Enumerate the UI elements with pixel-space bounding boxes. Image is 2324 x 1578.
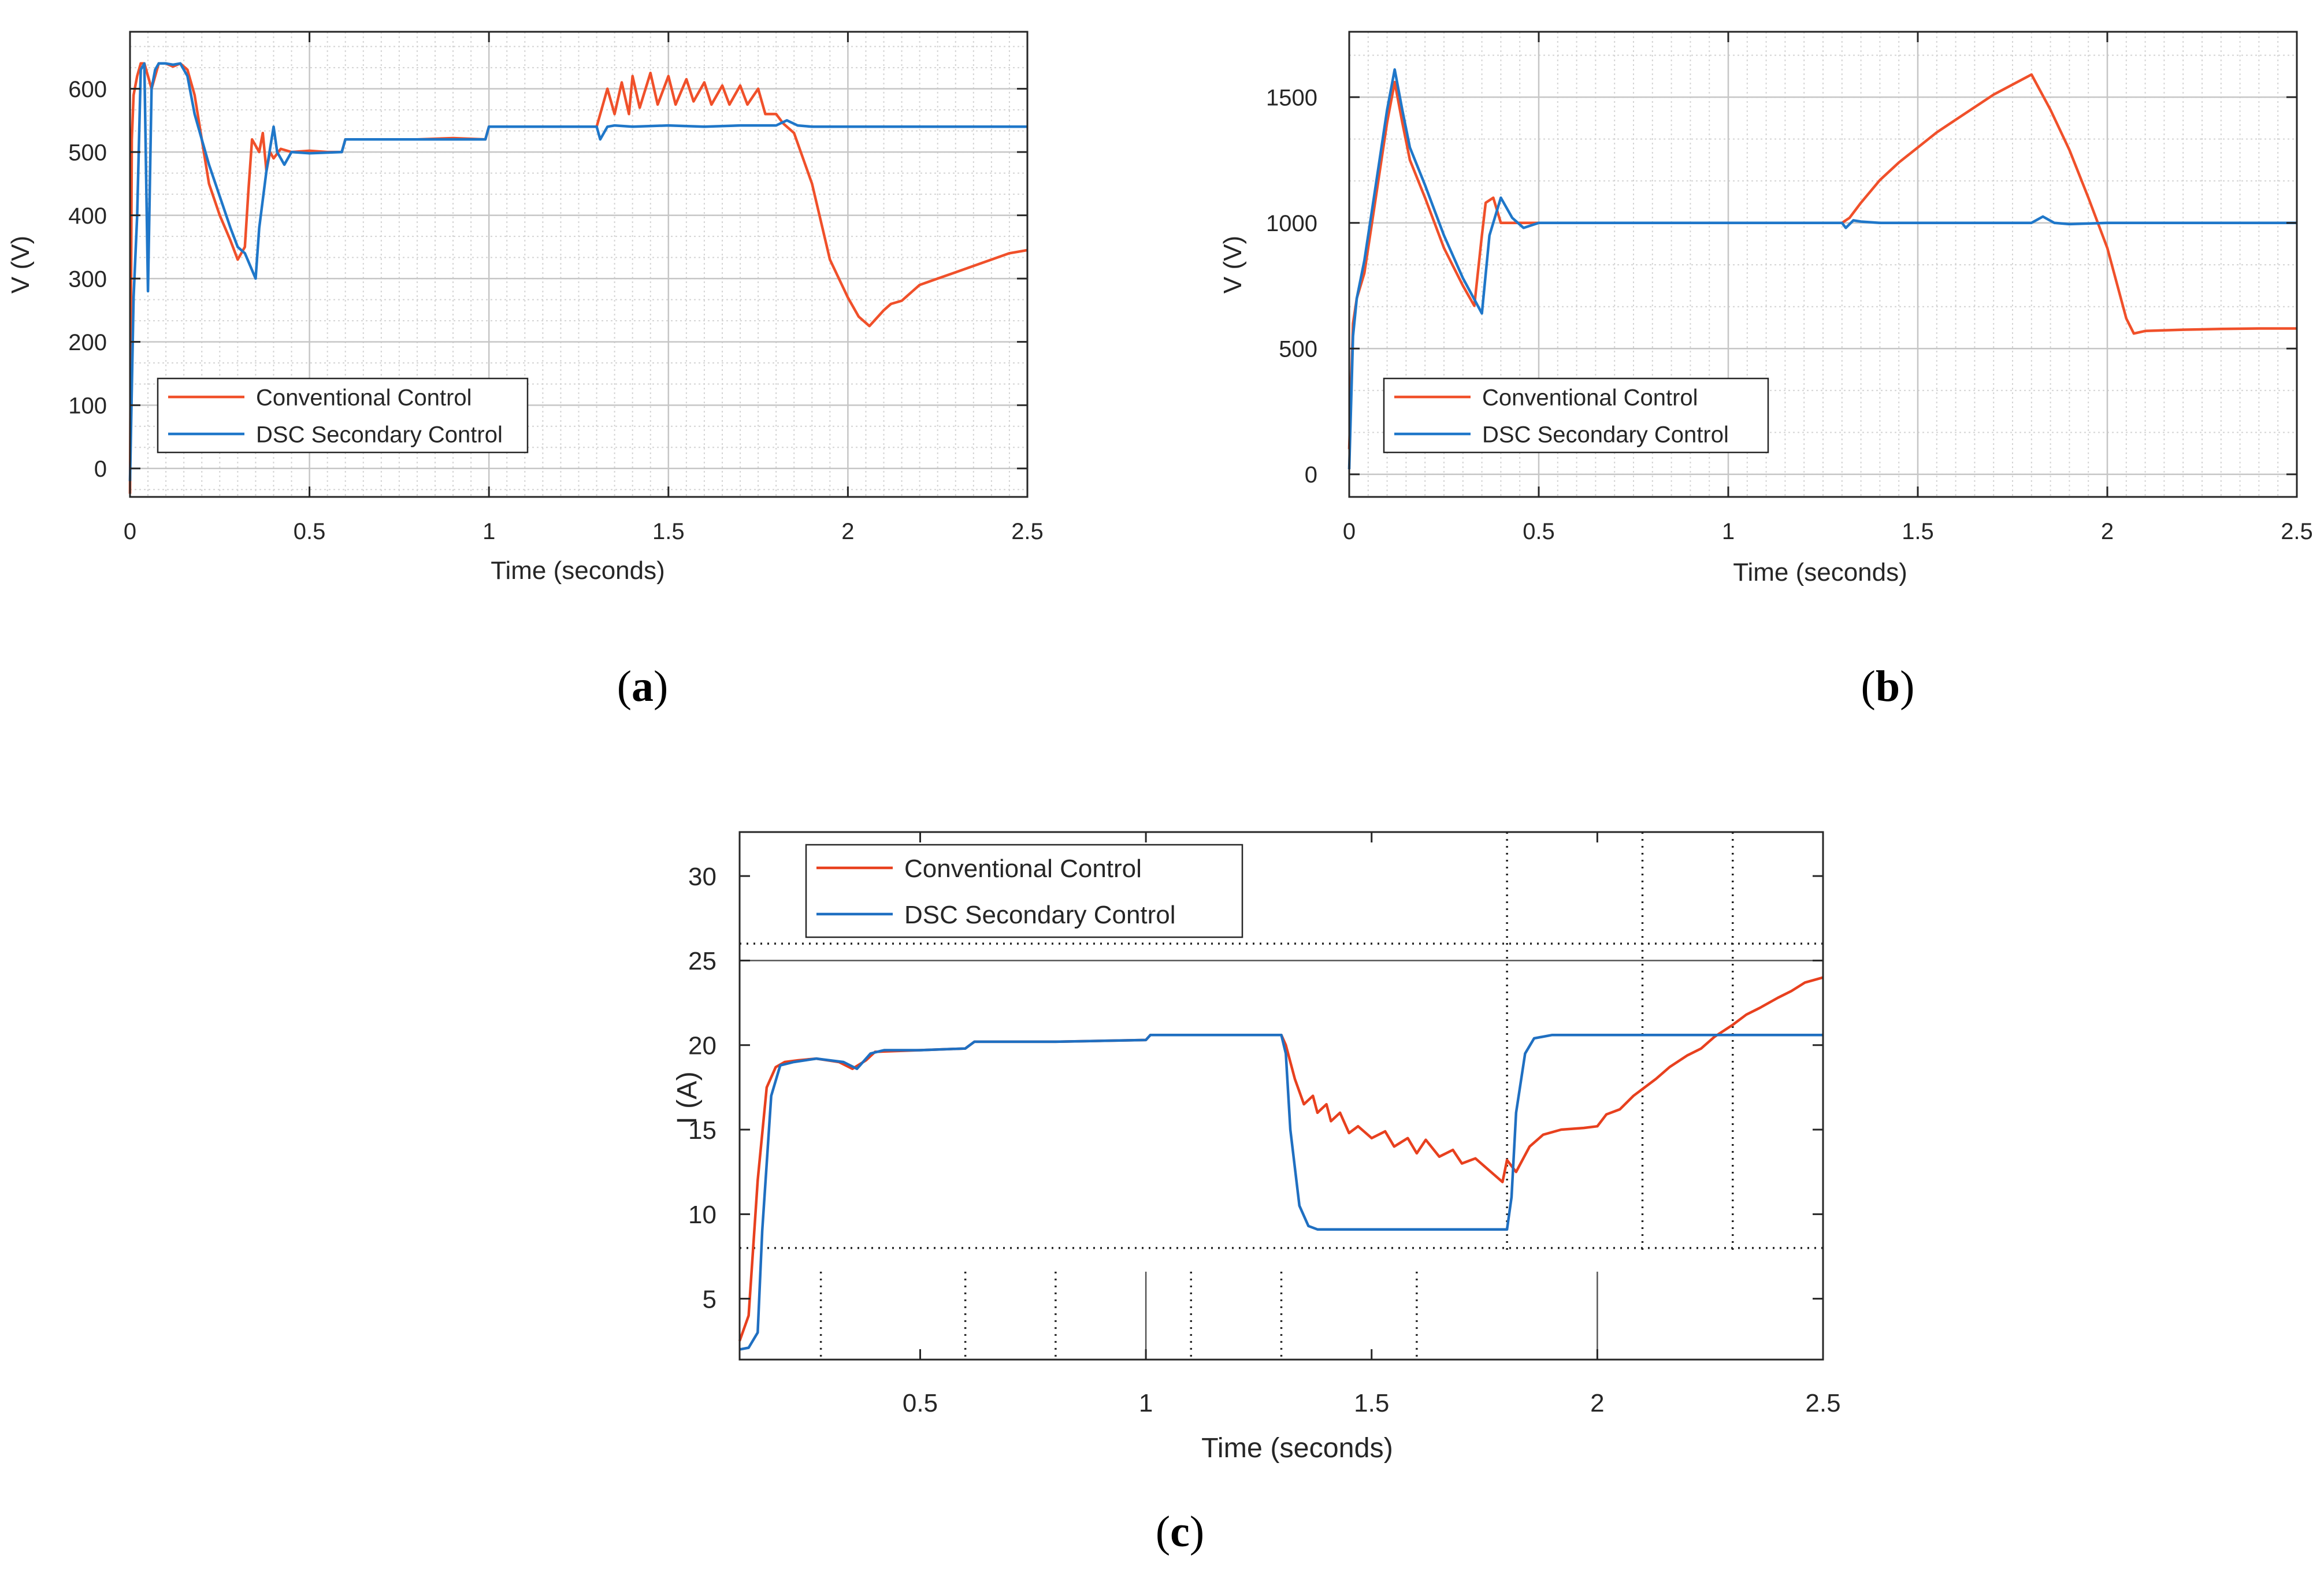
chart-a-xtick-label: 0.5 <box>294 519 326 544</box>
chart-c-xtick-label: 1 <box>1139 1389 1153 1417</box>
chart-c-xlabel: Time (seconds) <box>1201 1432 1393 1464</box>
chart-b-ytick-label: 1000 <box>1266 211 1317 236</box>
chart-a-ytick-label: 400 <box>68 203 107 229</box>
chart-c-axes-box <box>738 831 1824 1361</box>
chart-b-legend-box <box>1383 377 1769 454</box>
chart-c-xtick-label: 1.5 <box>1354 1389 1389 1417</box>
chart-b-xtick-label: 0 <box>1343 519 1356 544</box>
chart-c-ytick-label: 5 <box>703 1285 716 1313</box>
chart-b-xlabel: Time (seconds) <box>1733 558 1907 586</box>
chart-b-xtick-label: 1.5 <box>1902 519 1934 544</box>
chart-a-series-1-line <box>128 62 1027 481</box>
chart-a-xtick-label: 0 <box>124 519 136 544</box>
chart-a-ytick-label: 0 <box>94 456 107 482</box>
chart-c-series-0-line <box>738 976 1824 1342</box>
chart-a-xtick-label: 1.5 <box>652 519 685 544</box>
chart-c-xtick-label: 2.5 <box>1805 1389 1840 1417</box>
chart-c-legend-box <box>805 844 1243 938</box>
chart-a-xtick-label: 2.5 <box>1011 519 1044 544</box>
chart-c-xtick-label: 2 <box>1590 1389 1604 1417</box>
chart-c-ytick-label: 25 <box>688 947 716 975</box>
chart-c-ytick-label: 10 <box>688 1201 716 1229</box>
chart-c-ytick-label: 15 <box>688 1116 716 1145</box>
chart-b-ytick-label: 500 <box>1279 337 1317 362</box>
chart-a-ytick-label: 600 <box>68 77 107 102</box>
chart-b-xtick-label: 2.5 <box>2281 519 2313 544</box>
chart-b-series-1-line <box>1347 68 2297 470</box>
chart-a-ytick-label: 300 <box>68 267 107 292</box>
chart-b-ytick-label: 0 <box>1305 462 1317 488</box>
chart-b-xtick-label: 0.5 <box>1523 519 1555 544</box>
chart-b-xtick-label: 1 <box>1722 519 1735 544</box>
chart-c-legend-label-0: Conventional Control <box>904 855 1142 883</box>
chart-a-ytick-label: 200 <box>68 330 107 355</box>
chart-c-ytick-label: 30 <box>688 863 716 891</box>
chart-c-legend-label-1: DSC Secondary Control <box>904 901 1176 929</box>
caption-b: (b) <box>1861 662 1915 711</box>
chart-b-legend-label-0: Conventional Control <box>1482 385 1698 410</box>
chart-a-xtick-label: 2 <box>841 519 854 544</box>
chart-a-legend-label-0: Conventional Control <box>256 385 472 410</box>
caption-a-letter: a <box>632 662 654 711</box>
chart-b-ytick-label: 1500 <box>1266 86 1317 111</box>
chart-a-ytick-label: 500 <box>68 140 107 165</box>
chart-c-ylabel: I (A) <box>671 1071 703 1124</box>
chart-b-axes-box <box>1348 31 2298 498</box>
caption-b-letter: b <box>1875 662 1900 711</box>
caption-a: (a) <box>617 662 669 711</box>
caption-c: (c) <box>1155 1508 1205 1556</box>
chart-b-xtick-label: 2 <box>2101 519 2114 544</box>
chart-b-legend-label-1: DSC Secondary Control <box>1482 422 1729 447</box>
chart-a-legend-box <box>157 377 529 454</box>
chart-a-xtick-label: 1 <box>482 519 495 544</box>
chart-a-axes-box <box>129 31 1029 498</box>
chart-a-ylabel: V (V) <box>6 236 35 294</box>
chart-c-ytick-label: 20 <box>688 1032 716 1060</box>
chart-a-ytick-label: 100 <box>68 393 107 419</box>
caption-c-letter: c <box>1170 1508 1190 1556</box>
chart-c-series-1-line <box>739 1033 1823 1351</box>
chart-c-xtick-label: 0.5 <box>903 1389 938 1417</box>
chart-a-xlabel: Time (seconds) <box>491 556 665 585</box>
chart-a-legend-label-1: DSC Secondary Control <box>256 422 503 447</box>
chart-b-ylabel: V (V) <box>1219 236 1247 294</box>
